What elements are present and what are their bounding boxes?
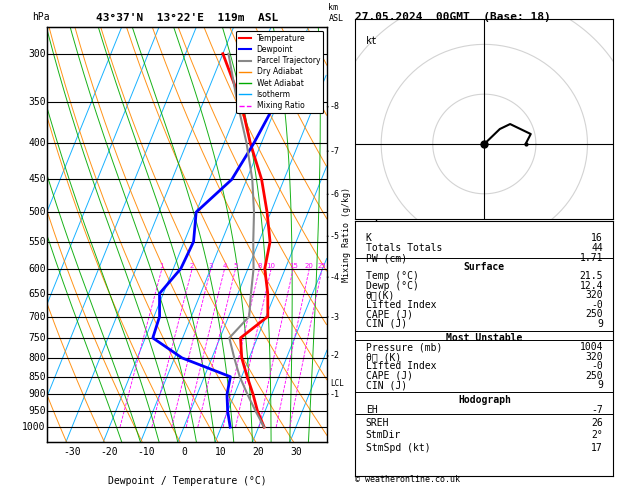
Text: 400: 400 (28, 138, 46, 148)
Text: 1004: 1004 (579, 343, 603, 352)
Text: 20: 20 (305, 263, 314, 269)
Text: Pressure (mb): Pressure (mb) (365, 343, 442, 352)
Text: -4: -4 (330, 273, 340, 281)
Text: -8: -8 (330, 103, 340, 111)
Title: 43°37'N  13°22'E  119m  ASL: 43°37'N 13°22'E 119m ASL (96, 13, 278, 23)
Text: 950: 950 (28, 406, 46, 416)
Text: 10: 10 (267, 263, 276, 269)
Text: 350: 350 (28, 97, 46, 106)
Text: CAPE (J): CAPE (J) (365, 371, 413, 381)
Text: -3: -3 (330, 312, 340, 322)
Text: EH: EH (365, 405, 377, 415)
Text: 1000: 1000 (22, 422, 46, 432)
Text: K: K (365, 233, 372, 243)
Text: CAPE (J): CAPE (J) (365, 309, 413, 319)
Text: Hodograph: Hodograph (458, 395, 511, 405)
Text: -6: -6 (330, 190, 340, 199)
Text: -20: -20 (101, 447, 118, 457)
Text: PW (cm): PW (cm) (365, 253, 407, 263)
Text: km
ASL: km ASL (328, 3, 343, 22)
Text: 12.4: 12.4 (579, 281, 603, 291)
Text: -30: -30 (63, 447, 81, 457)
Text: 300: 300 (28, 49, 46, 59)
Text: Temp (°C): Temp (°C) (365, 272, 418, 281)
Text: 750: 750 (28, 333, 46, 343)
Text: 2°: 2° (591, 431, 603, 440)
Text: 30: 30 (290, 447, 302, 457)
Text: 450: 450 (28, 174, 46, 185)
Text: CIN (J): CIN (J) (365, 319, 407, 329)
Text: 550: 550 (28, 237, 46, 247)
Text: -0: -0 (591, 361, 603, 371)
Text: 650: 650 (28, 289, 46, 298)
Text: 320: 320 (586, 290, 603, 300)
Text: hPa: hPa (32, 12, 50, 22)
Text: 15: 15 (289, 263, 298, 269)
Text: 17: 17 (591, 443, 603, 453)
Text: 10: 10 (215, 447, 227, 457)
Text: θᴄ (K): θᴄ (K) (365, 352, 401, 362)
Text: StmSpd (kt): StmSpd (kt) (365, 443, 430, 453)
Text: 320: 320 (586, 352, 603, 362)
Text: 26: 26 (591, 417, 603, 428)
Text: Most Unstable: Most Unstable (446, 333, 523, 343)
Text: Lifted Index: Lifted Index (365, 361, 436, 371)
Text: 9: 9 (597, 319, 603, 329)
Text: θᴄ(K): θᴄ(K) (365, 290, 395, 300)
Text: 8: 8 (257, 263, 262, 269)
Text: 2: 2 (190, 263, 194, 269)
Text: -7: -7 (591, 405, 603, 415)
Text: © weatheronline.co.uk: © weatheronline.co.uk (355, 474, 460, 484)
Text: 250: 250 (586, 309, 603, 319)
Text: Lifted Index: Lifted Index (365, 300, 436, 310)
Text: Dewp (°C): Dewp (°C) (365, 281, 418, 291)
Text: -2: -2 (330, 351, 340, 361)
Text: Surface: Surface (464, 262, 505, 272)
Text: kt: kt (365, 36, 377, 46)
Text: 16: 16 (591, 233, 603, 243)
Text: 3: 3 (209, 263, 213, 269)
Text: -10: -10 (138, 447, 155, 457)
Text: -1: -1 (330, 389, 340, 399)
Text: 44: 44 (591, 243, 603, 253)
Text: StmDir: StmDir (365, 431, 401, 440)
Text: 800: 800 (28, 353, 46, 363)
Legend: Temperature, Dewpoint, Parcel Trajectory, Dry Adiabat, Wet Adiabat, Isotherm, Mi: Temperature, Dewpoint, Parcel Trajectory… (236, 31, 323, 113)
Text: 27.05.2024  00GMT  (Base: 18): 27.05.2024 00GMT (Base: 18) (355, 12, 551, 22)
Text: 900: 900 (28, 389, 46, 399)
Text: -7: -7 (330, 147, 340, 156)
Text: 21.5: 21.5 (579, 272, 603, 281)
Text: 1: 1 (160, 263, 164, 269)
Text: Mixing Ratio (g/kg): Mixing Ratio (g/kg) (342, 187, 352, 282)
Text: -0: -0 (591, 300, 603, 310)
Text: -5: -5 (330, 232, 340, 241)
Text: 4: 4 (223, 263, 227, 269)
Text: 1.71: 1.71 (579, 253, 603, 263)
Text: 5: 5 (233, 263, 238, 269)
Text: Dewpoint / Temperature (°C): Dewpoint / Temperature (°C) (108, 475, 267, 486)
Text: LCL: LCL (330, 380, 344, 388)
Text: CIN (J): CIN (J) (365, 380, 407, 390)
Text: 250: 250 (586, 371, 603, 381)
Text: 20: 20 (253, 447, 264, 457)
Text: 25: 25 (318, 263, 326, 269)
Text: 0: 0 (181, 447, 187, 457)
Text: 600: 600 (28, 264, 46, 274)
Text: 9: 9 (597, 380, 603, 390)
Text: Totals Totals: Totals Totals (365, 243, 442, 253)
Text: 700: 700 (28, 312, 46, 322)
Text: 500: 500 (28, 207, 46, 217)
Text: 850: 850 (28, 372, 46, 382)
Text: SREH: SREH (365, 417, 389, 428)
